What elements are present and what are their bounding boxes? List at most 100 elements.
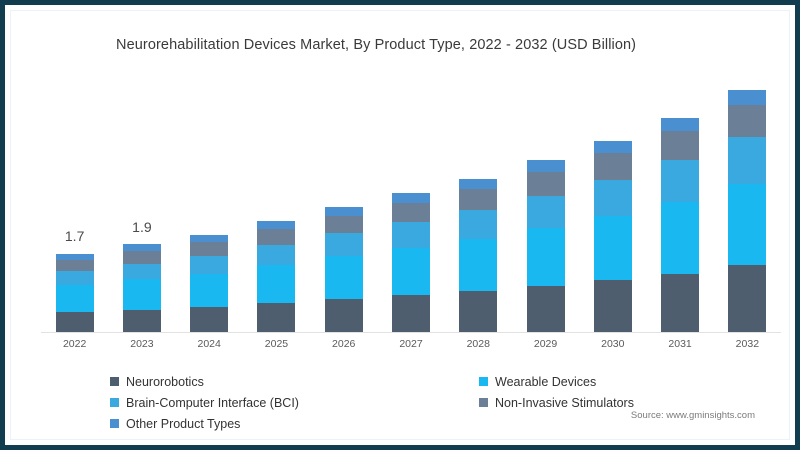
bar-segment	[661, 160, 700, 203]
bar-segment	[459, 178, 498, 189]
bar-value-label: 1.9	[132, 219, 152, 236]
bar-segment	[190, 306, 229, 333]
bar-2023[interactable]: 1.9	[122, 219, 161, 333]
plot-area: 1.7 1.9	[41, 71, 781, 333]
bar-segment	[526, 285, 565, 333]
bar-segment	[122, 309, 161, 333]
bar-2031[interactable]	[661, 117, 700, 333]
bar-segment	[55, 284, 94, 312]
bar-segment	[593, 153, 632, 180]
bar-segment	[190, 234, 229, 243]
bar-segment	[324, 215, 363, 234]
bar-segment	[55, 311, 94, 333]
legend-label: Wearable Devices	[495, 374, 597, 389]
bar-segment	[728, 184, 767, 266]
legend-item[interactable]: Wearable Devices	[479, 371, 634, 392]
legend-column-right: Wearable Devices Non-Invasive Stimulators	[479, 371, 634, 413]
x-axis-tick-2030: 2030	[601, 338, 625, 350]
chart-title: Neurorehabilitation Devices Market, By P…	[116, 37, 637, 53]
bar-segment	[392, 192, 430, 203]
legend-label: Neurorobotics	[126, 374, 204, 389]
source-attribution: Source: www.gminsights.com	[630, 410, 755, 421]
bar-segment	[526, 195, 565, 228]
bar-segment	[593, 280, 632, 333]
bar-segment	[122, 244, 161, 252]
bar-segment	[324, 298, 363, 333]
bar-2026[interactable]	[324, 206, 363, 333]
legend-item[interactable]: Other Product Types	[110, 413, 299, 434]
bar-2022[interactable]: 1.7	[55, 228, 94, 333]
x-axis-tick-2025: 2025	[264, 338, 289, 350]
bar-segment	[459, 188, 498, 211]
legend-swatch-icon	[479, 377, 488, 386]
bar-segment	[392, 247, 430, 296]
bar-segment	[190, 273, 229, 307]
bar-segment	[55, 253, 94, 261]
x-axis-tick-2027: 2027	[399, 338, 423, 350]
bar-segment	[661, 202, 700, 274]
legend-label: Brain-Computer Interface (BCI)	[126, 395, 299, 410]
bar-segment	[324, 233, 363, 257]
bar-segment	[593, 216, 632, 281]
legend-swatch-icon	[479, 398, 488, 407]
legend-item[interactable]: Brain-Computer Interface (BCI)	[110, 392, 299, 413]
x-axis-tick-2028: 2028	[466, 338, 490, 350]
bar-2025[interactable]	[257, 220, 296, 333]
bar-segment	[257, 229, 296, 246]
bar-segment	[122, 251, 161, 264]
x-axis-tick-2024: 2024	[197, 338, 221, 350]
bar-2032[interactable]	[728, 89, 767, 333]
bar-segment	[661, 117, 700, 132]
x-axis-tick-2026: 2026	[332, 338, 356, 350]
bar-segment	[459, 290, 498, 333]
legend-swatch-icon	[110, 377, 119, 386]
legend-label: Non-Invasive Stimulators	[495, 395, 634, 410]
bar-segment	[728, 265, 767, 333]
bar-segment	[661, 273, 700, 333]
bar-segment	[257, 303, 296, 333]
bar-segment	[122, 279, 161, 310]
legend-column-left: Neurorobotics Brain-Computer Interface (B…	[110, 371, 299, 434]
x-axis-tick-2032: 2032	[735, 338, 760, 350]
bar-segment	[526, 159, 565, 172]
bar-2030[interactable]	[593, 141, 632, 333]
bar-segment	[324, 206, 363, 216]
bar-2027[interactable]	[392, 192, 430, 333]
bar-segment	[593, 141, 632, 154]
bar-segment	[459, 210, 498, 239]
x-axis-tick-2023: 2023	[130, 338, 154, 350]
bar-segment	[526, 171, 565, 196]
bar-segment	[257, 245, 296, 266]
bar-segment	[526, 227, 565, 286]
legend-swatch-icon	[110, 398, 119, 407]
bar-segment	[55, 271, 94, 285]
bar-2028[interactable]	[459, 178, 498, 333]
bar-segment	[190, 256, 229, 274]
bar-segment	[661, 131, 700, 161]
bar-segment	[122, 263, 161, 280]
bar-2024[interactable]	[190, 234, 229, 333]
bar-segment	[728, 89, 767, 105]
bar-value-label: 1.7	[64, 228, 85, 245]
bar-segment	[392, 222, 430, 248]
bar-segment	[392, 202, 430, 223]
bar-segment	[324, 256, 363, 299]
bar-segment	[728, 104, 767, 137]
legend-item[interactable]: Non-Invasive Stimulators	[479, 392, 634, 413]
bar-segment	[257, 265, 296, 304]
x-axis-line	[41, 332, 781, 333]
bar-segment	[257, 220, 296, 230]
chart-inner-border: Neurorehabilitation Devices Market, By P…	[10, 10, 790, 440]
bar-segment	[190, 242, 229, 257]
legend-swatch-icon	[110, 419, 119, 428]
bar-segment	[55, 260, 94, 272]
bar-segment	[459, 238, 498, 291]
bar-segment	[392, 295, 430, 333]
bar-2029[interactable]	[526, 159, 565, 333]
bar-segment	[593, 179, 632, 217]
bar-segment	[728, 136, 767, 185]
legend-item[interactable]: Neurorobotics	[110, 371, 299, 392]
x-axis-tick-2022: 2022	[62, 338, 87, 350]
legend-label: Other Product Types	[126, 416, 241, 431]
